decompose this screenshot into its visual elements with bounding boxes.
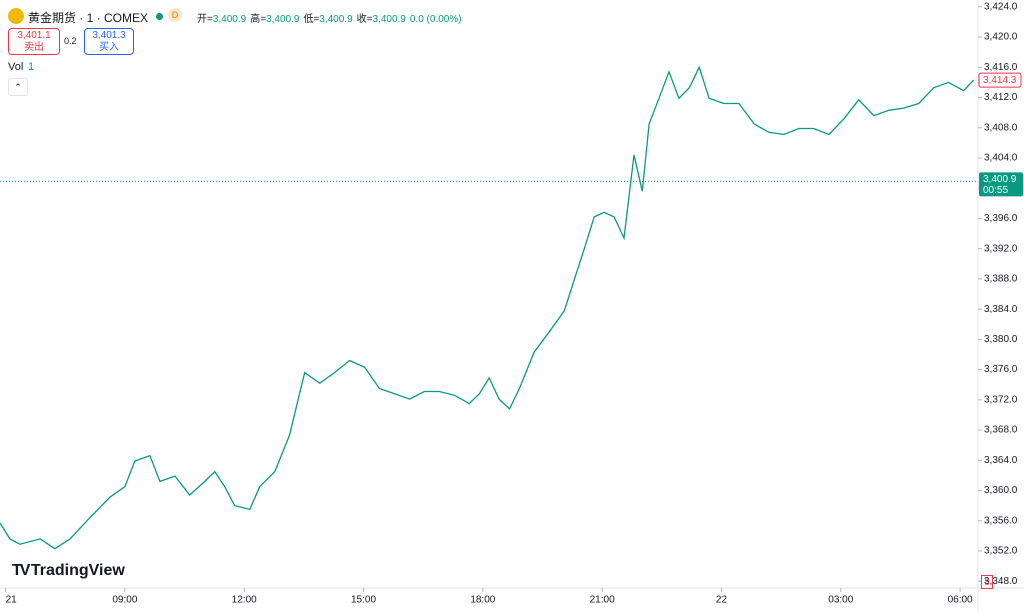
ohlc-value: 3,400.9 [212,14,247,25]
x-tick-label: 21 [6,595,18,606]
collapse-button[interactable]: ⌃ [8,78,28,96]
y-tick-label: 3,376.0 [984,364,1018,375]
change: 0.0 (0.00%) [409,14,462,25]
y-tick-label: 3,360.0 [984,485,1018,496]
y-tick-label: 3,388.0 [984,274,1018,285]
y-tick-label: 3,412.0 [984,92,1018,103]
ohlc-label: 收= [356,14,373,25]
current-price-label: 3,400.9 [983,174,1017,185]
ohlc-value: 3,400.9 [372,14,406,25]
y-tick-label: 3,424.0 [984,1,1018,12]
ohlc-label: 开= [197,14,213,25]
logo: TV TradingView [12,562,125,580]
y-tick-label: 3,380.0 [984,334,1018,345]
x-tick-label: 03:00 [828,595,853,606]
x-tick-label: 15:00 [351,595,376,606]
logo-mark: TV [12,562,31,579]
buy-button[interactable]: 3,401.3 买入 [84,28,134,55]
ohlc-value: 3,400.9 [266,14,300,25]
symbol[interactable]: 黄金期货 · 1 · COMEX [28,11,149,25]
ohlc-value: 3,400.9 [319,14,353,25]
ohlc: 开=3,400.9 高=3,400.9 低=3,400.9 收=3,400.9 0.0 … [197,10,462,25]
x-tick-label: 12:00 [232,595,257,606]
y-tick-label: 3,396.0 [984,213,1018,224]
x-tick-label: 18:00 [470,595,495,606]
y-tick-label: 3,420.0 [984,32,1018,43]
y-tick-label: 3,352.0 [984,546,1018,557]
y-tick-label: 3,384.0 [984,304,1018,315]
y-tick-label: 3,368.0 [984,425,1018,436]
last-price-label: 3,414.3 [983,75,1017,86]
buy-label: 买入 [99,42,119,53]
sell-button[interactable]: 3,401.1 卖出 [8,28,60,55]
ohlc-label: 高= [250,14,267,25]
sell-price: 3,401.1 [17,30,51,41]
current-price-box [979,172,1023,197]
x-tick-label: 09:00 [112,595,137,606]
x-tick-label: 22 [716,595,728,606]
sell-label: 卖出 [24,42,44,53]
status-dot [156,13,163,20]
corner-badge: 8 [981,575,993,589]
y-tick-label: 3,356.0 [984,515,1018,526]
countdown: 00:55 [983,185,1008,196]
indicator-value: 1 [28,61,35,73]
symbol-icon [8,8,24,24]
y-tick-label: 3,392.0 [984,243,1018,254]
last-price-box [978,72,1022,88]
y-tick-label: 3,372.0 [984,394,1018,405]
y-tick-label: 3,404.0 [984,153,1018,164]
logo-text: TradingView [30,562,125,579]
ohlc-label: 低= [303,14,320,25]
y-tick-label: 3,364.0 [984,455,1018,466]
indicator-name: Vol [8,61,24,73]
y-tick-label: 3,408.0 [984,122,1018,133]
y-tick-label: 3,348.0 [984,576,1018,587]
spread: 0.2 [64,36,77,46]
price-line [0,65,975,550]
x-tick-label: 21:00 [590,595,615,606]
y-tick-label: 3,416.0 [984,62,1018,73]
x-tick-label: 06:00 [948,595,973,606]
buy-price: 3,401.3 [92,30,126,41]
badge: D [168,8,182,22]
